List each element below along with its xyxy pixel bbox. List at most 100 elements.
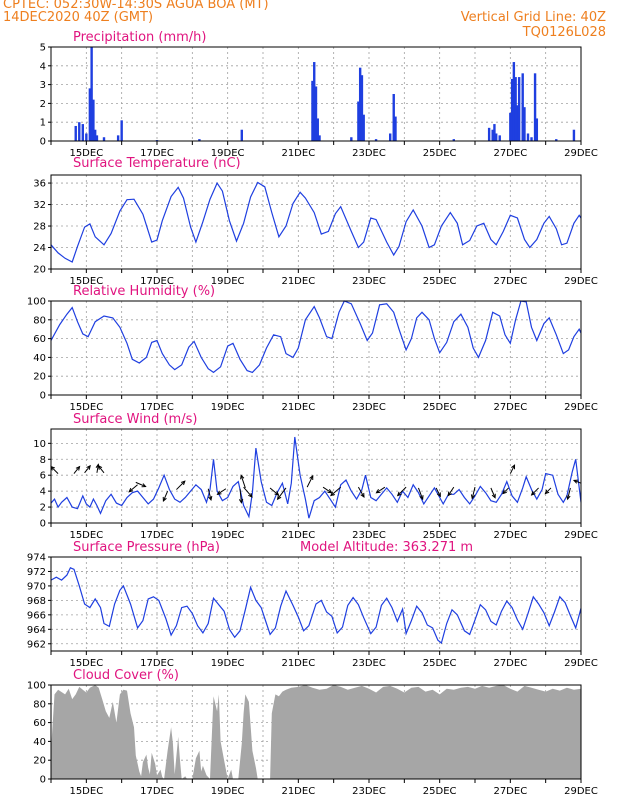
- y-tick-label: 0: [40, 775, 46, 786]
- precip-bar: [318, 135, 321, 141]
- wind-arrow-head: [240, 474, 245, 480]
- x-tick-label: 17DEC: [140, 530, 174, 541]
- x-tick-label: 25DEC: [423, 786, 457, 797]
- panel-frame: [50, 556, 582, 652]
- wind-arrow: [573, 479, 582, 484]
- wind-arrow-head: [276, 495, 282, 501]
- x-tick-label: 19DEC: [211, 786, 245, 797]
- x-tick-label: 21DEC: [281, 148, 315, 159]
- x-tick-label: 23DEC: [352, 276, 386, 287]
- wind-arrow-head: [375, 489, 381, 494]
- y-tick-label: 10: [33, 439, 46, 450]
- wind-arrow: [545, 487, 552, 494]
- wind-arrow: [531, 487, 539, 496]
- y-tick-label: 100: [27, 297, 46, 308]
- precip-bar: [487, 127, 491, 141]
- precip-bar: [358, 67, 362, 141]
- x-tick-label: 15DEC: [69, 786, 103, 797]
- precip-bar: [526, 133, 530, 141]
- wind-arrow-head: [544, 489, 550, 495]
- precip-bar: [389, 133, 392, 141]
- y-tick-label: 5: [40, 43, 46, 54]
- y-tick-label: 80: [33, 699, 46, 710]
- precip-bar: [92, 99, 95, 141]
- wind-arrow: [435, 487, 441, 497]
- precip-bar: [116, 135, 120, 141]
- y-tick-label: 20: [33, 372, 46, 383]
- x-tick-label: 15DEC: [69, 276, 103, 287]
- x-tick-label: 23DEC: [352, 530, 386, 541]
- x-tick-label: 19DEC: [211, 148, 245, 159]
- y-tick-label: 0: [40, 137, 46, 148]
- x-tick-label: 27DEC: [493, 276, 527, 287]
- panel-frame: [50, 300, 582, 396]
- x-tick-label: 19DEC: [211, 658, 245, 669]
- wind-arrow: [98, 465, 105, 474]
- x-tick-label: 23DEC: [352, 402, 386, 413]
- wind-arrow-head: [530, 491, 536, 496]
- x-tick-label: 27DEC: [493, 402, 527, 413]
- panel-frame: [50, 174, 582, 270]
- y-tick-label: 972: [27, 567, 46, 578]
- header-date: 14DEC2020 40Z (GMT): [3, 10, 154, 25]
- wind-arrow-head: [572, 479, 579, 484]
- x-tick-label: 21DEC: [281, 530, 315, 541]
- wind-arrow: [490, 487, 496, 498]
- wind-arrow: [502, 487, 509, 494]
- panel-4: [48, 428, 582, 527]
- y-tick-label: 36: [33, 179, 46, 190]
- precip-bar: [374, 139, 378, 141]
- precip-bar: [240, 129, 243, 141]
- x-tick-label: 25DEC: [423, 402, 457, 413]
- wind-arrow-head: [309, 474, 314, 480]
- x-tick-label: 17DEC: [140, 658, 174, 669]
- wind-arrow-head: [327, 489, 333, 494]
- y-tick-label: 970: [27, 581, 46, 592]
- x-tick-label: 25DEC: [423, 530, 457, 541]
- wind-arrow: [322, 486, 332, 494]
- wind-arrow: [162, 490, 169, 502]
- y-tick-label: 6: [40, 471, 46, 482]
- precip-bar: [120, 120, 123, 141]
- wind-arrow-head: [216, 490, 222, 495]
- wind-arrow-head: [274, 491, 280, 496]
- header-code: TQ0126L028: [522, 25, 606, 40]
- precip-bar: [514, 77, 517, 141]
- y-tick-label: 1: [40, 118, 46, 129]
- wind-arrow: [207, 488, 212, 501]
- y-tick-label: 60: [33, 718, 46, 729]
- precip-bar: [523, 107, 526, 141]
- panel-2: [48, 174, 582, 273]
- wind-arrow: [330, 486, 342, 496]
- wind-arrow-head: [502, 489, 507, 495]
- wind-arrow: [277, 487, 287, 500]
- wind-arrow-head: [566, 495, 571, 501]
- x-tick-label: 29DEC: [564, 530, 598, 541]
- wind-arrow: [240, 475, 246, 489]
- precip-bar: [78, 122, 81, 141]
- series-line: [50, 181, 582, 263]
- y-tick-label: 4: [40, 61, 46, 72]
- wind-arrow: [84, 465, 91, 474]
- precip-bar: [316, 118, 319, 141]
- wind-arrow-head: [128, 487, 134, 493]
- wind-arrow: [567, 487, 571, 500]
- x-tick-label: 25DEC: [423, 276, 457, 287]
- precip-bar: [95, 135, 99, 141]
- y-tick-label: 964: [27, 625, 46, 636]
- wind-arrow: [243, 486, 253, 498]
- x-tick-label: 29DEC: [564, 402, 598, 413]
- y-tick-label: 962: [27, 639, 46, 650]
- x-tick-label: 29DEC: [564, 276, 598, 287]
- wind-arrow-head: [238, 498, 244, 504]
- precip-bar: [311, 80, 314, 141]
- x-tick-label: 17DEC: [140, 402, 174, 413]
- panel-3: [48, 300, 582, 399]
- wind-arrow: [397, 486, 407, 496]
- wind-arrow-head: [141, 483, 147, 488]
- wind-arrow-head: [180, 480, 186, 486]
- model-altitude: Model Altitude: 363.271 m: [300, 540, 473, 555]
- precip-bar: [90, 47, 93, 141]
- x-tick-label: 29DEC: [564, 658, 598, 669]
